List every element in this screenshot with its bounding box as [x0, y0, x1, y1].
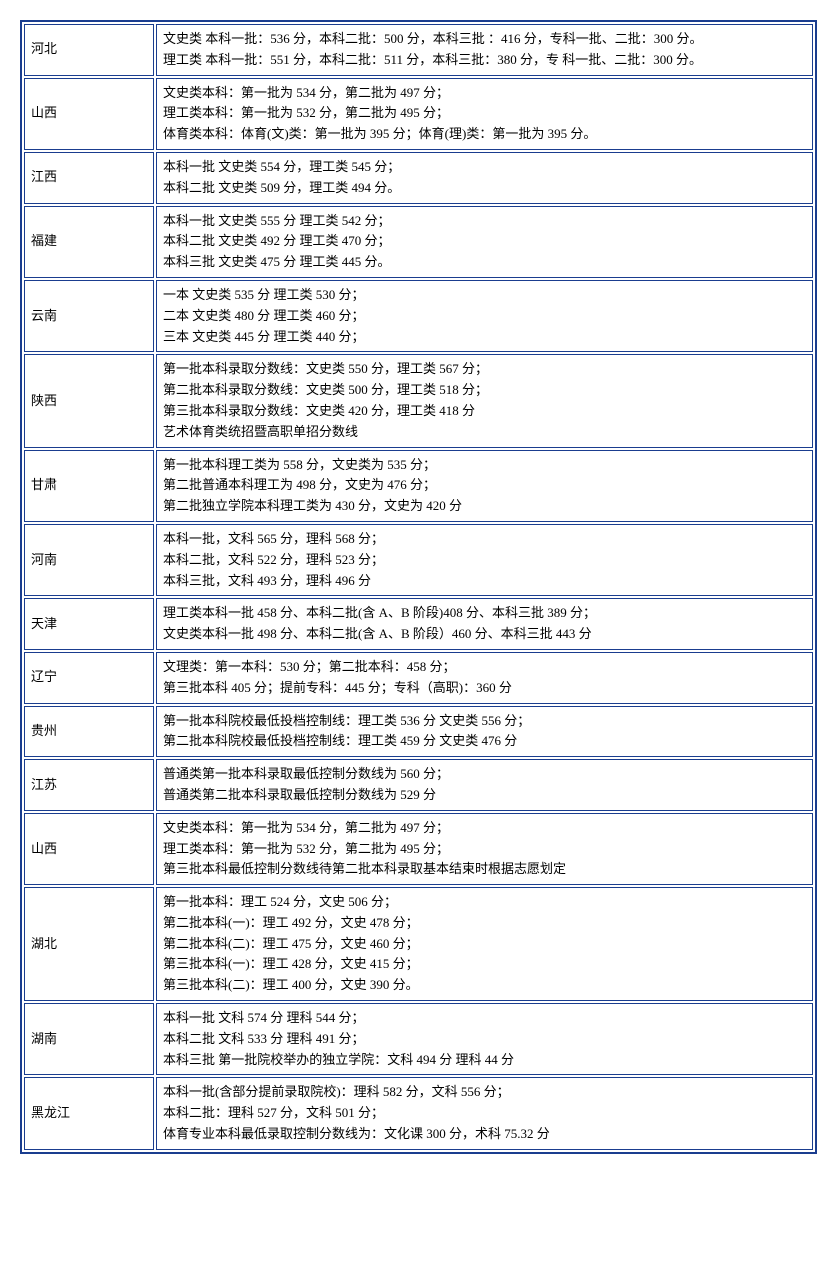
content-line: 本科三批 第一批院校举办的独立学院：文科 494 分 理科 44 分 — [163, 1050, 806, 1071]
content-line: 第一批本科理工类为 558 分，文史类为 535 分； — [163, 455, 806, 476]
province-cell: 甘肃 — [24, 450, 154, 522]
content-line: 文史类本科：第一批为 534 分，第二批为 497 分； — [163, 818, 806, 839]
content-line: 文理类：第一本科：530 分；第二批本科：458 分； — [163, 657, 806, 678]
content-line: 本科二批 文史类 509 分，理工类 494 分。 — [163, 178, 806, 199]
province-cell: 云南 — [24, 280, 154, 352]
province-cell: 天津 — [24, 598, 154, 650]
province-cell: 湖北 — [24, 887, 154, 1001]
content-line: 本科一批 文史类 554 分，理工类 545 分； — [163, 157, 806, 178]
table-row: 山西文史类本科：第一批为 534 分，第二批为 497 分；理工类本科：第一批为… — [24, 813, 813, 885]
content-line: 本科一批(含部分提前录取院校)：理科 582 分，文科 556 分； — [163, 1082, 806, 1103]
content-line: 理工类本科：第一批为 532 分，第二批为 495 分； — [163, 103, 806, 124]
content-cell: 一本 文史类 535 分 理工类 530 分；二本 文史类 480 分 理工类 … — [156, 280, 813, 352]
content-line: 理工类 本科一批：551 分，本科二批：511 分，本科三批：380 分，专 科… — [163, 50, 806, 71]
table-body: 河北文史类 本科一批：536 分，本科二批：500 分，本科三批 ：416 分，… — [24, 24, 813, 1150]
content-cell: 文史类 本科一批：536 分，本科二批：500 分，本科三批 ：416 分，专科… — [156, 24, 813, 76]
content-line: 第三批本科(一)：理工 428 分，文史 415 分； — [163, 954, 806, 975]
province-cell: 辽宁 — [24, 652, 154, 704]
content-cell: 本科一批 文科 574 分 理科 544 分；本科二批 文科 533 分 理科 … — [156, 1003, 813, 1075]
content-line: 第二批本科(一)：理工 492 分，文史 478 分； — [163, 913, 806, 934]
content-line: 本科一批 文史类 555 分 理工类 542 分； — [163, 211, 806, 232]
province-cell: 黑龙江 — [24, 1077, 154, 1149]
table-row: 山西文史类本科：第一批为 534 分，第二批为 497 分；理工类本科：第一批为… — [24, 78, 813, 150]
content-line: 第三批本科 405 分；提前专科：445 分；专科（高职)：360 分 — [163, 678, 806, 699]
content-cell: 本科一批 文史类 555 分 理工类 542 分；本科二批 文史类 492 分 … — [156, 206, 813, 278]
content-line: 体育类本科：体育(文)类：第一批为 395 分；体育(理)类：第一批为 395 … — [163, 124, 806, 145]
content-line: 文史类本科一批 498 分、本科二批(含 A、B 阶段）460 分、本科三批 4… — [163, 624, 806, 645]
table-row: 湖南本科一批 文科 574 分 理科 544 分；本科二批 文科 533 分 理… — [24, 1003, 813, 1075]
content-cell: 理工类本科一批 458 分、本科二批(含 A、B 阶段)408 分、本科三批 3… — [156, 598, 813, 650]
content-line: 本科二批 文科 533 分 理科 491 分； — [163, 1029, 806, 1050]
content-cell: 文史类本科：第一批为 534 分，第二批为 497 分；理工类本科：第一批为 5… — [156, 78, 813, 150]
content-cell: 第一批本科理工类为 558 分，文史类为 535 分；第二批普通本科理工为 49… — [156, 450, 813, 522]
content-line: 第一批本科院校最低投档控制线：理工类 536 分 文史类 556 分； — [163, 711, 806, 732]
content-cell: 文史类本科：第一批为 534 分，第二批为 497 分；理工类本科：第一批为 5… — [156, 813, 813, 885]
table-row: 河南本科一批，文科 565 分，理科 568 分；本科二批，文科 522 分，理… — [24, 524, 813, 596]
content-cell: 第一批本科：理工 524 分，文史 506 分；第二批本科(一)：理工 492 … — [156, 887, 813, 1001]
content-cell: 本科一批(含部分提前录取院校)：理科 582 分，文科 556 分；本科二批：理… — [156, 1077, 813, 1149]
table-row: 江西本科一批 文史类 554 分，理工类 545 分；本科二批 文史类 509 … — [24, 152, 813, 204]
content-line: 本科一批 文科 574 分 理科 544 分； — [163, 1008, 806, 1029]
content-line: 第二批独立学院本科理工类为 430 分，文史为 420 分 — [163, 496, 806, 517]
content-line: 第一批本科：理工 524 分，文史 506 分； — [163, 892, 806, 913]
content-line: 二本 文史类 480 分 理工类 460 分； — [163, 306, 806, 327]
province-cell: 贵州 — [24, 706, 154, 758]
province-cell: 河北 — [24, 24, 154, 76]
content-line: 第三批本科最低控制分数线待第二批本科录取基本结束时根据志愿划定 — [163, 859, 806, 880]
table-row: 福建本科一批 文史类 555 分 理工类 542 分；本科二批 文史类 492 … — [24, 206, 813, 278]
table-row: 天津理工类本科一批 458 分、本科二批(含 A、B 阶段)408 分、本科三批… — [24, 598, 813, 650]
content-line: 一本 文史类 535 分 理工类 530 分； — [163, 285, 806, 306]
content-line: 本科三批 文史类 475 分 理工类 445 分。 — [163, 252, 806, 273]
table-row: 江苏普通类第一批本科录取最低控制分数线为 560 分；普通类第二批本科录取最低控… — [24, 759, 813, 811]
content-line: 第二批本科院校最低投档控制线：理工类 459 分 文史类 476 分 — [163, 731, 806, 752]
province-cell: 江苏 — [24, 759, 154, 811]
content-cell: 第一批本科院校最低投档控制线：理工类 536 分 文史类 556 分；第二批本科… — [156, 706, 813, 758]
province-cell: 福建 — [24, 206, 154, 278]
table-row: 河北文史类 本科一批：536 分，本科二批：500 分，本科三批 ：416 分，… — [24, 24, 813, 76]
content-line: 本科三批，文科 493 分，理科 496 分 — [163, 571, 806, 592]
content-line: 第二批本科(二)：理工 475 分，文史 460 分； — [163, 934, 806, 955]
table-row: 陕西第一批本科录取分数线：文史类 550 分，理工类 567 分；第二批本科录取… — [24, 354, 813, 447]
table-row: 贵州第一批本科院校最低投档控制线：理工类 536 分 文史类 556 分；第二批… — [24, 706, 813, 758]
table-row: 辽宁文理类：第一本科：530 分；第二批本科：458 分；第三批本科 405 分… — [24, 652, 813, 704]
province-cell: 河南 — [24, 524, 154, 596]
content-line: 理工类本科一批 458 分、本科二批(含 A、B 阶段)408 分、本科三批 3… — [163, 603, 806, 624]
content-line: 普通类第二批本科录取最低控制分数线为 529 分 — [163, 785, 806, 806]
content-line: 本科一批，文科 565 分，理科 568 分； — [163, 529, 806, 550]
content-line: 第三批本科录取分数线：文史类 420 分，理工类 418 分 — [163, 401, 806, 422]
content-cell: 本科一批，文科 565 分，理科 568 分；本科二批，文科 522 分，理科 … — [156, 524, 813, 596]
province-cell: 陕西 — [24, 354, 154, 447]
content-line: 本科二批：理科 527 分，文科 501 分； — [163, 1103, 806, 1124]
content-line: 第一批本科录取分数线：文史类 550 分，理工类 567 分； — [163, 359, 806, 380]
table-row: 甘肃第一批本科理工类为 558 分，文史类为 535 分；第二批普通本科理工为 … — [24, 450, 813, 522]
table-row: 湖北第一批本科：理工 524 分，文史 506 分；第二批本科(一)：理工 49… — [24, 887, 813, 1001]
content-line: 第二批普通本科理工为 498 分，文史为 476 分； — [163, 475, 806, 496]
table-row: 黑龙江本科一批(含部分提前录取院校)：理科 582 分，文科 556 分；本科二… — [24, 1077, 813, 1149]
content-cell: 本科一批 文史类 554 分，理工类 545 分；本科二批 文史类 509 分，… — [156, 152, 813, 204]
content-cell: 普通类第一批本科录取最低控制分数线为 560 分；普通类第二批本科录取最低控制分… — [156, 759, 813, 811]
province-cell: 山西 — [24, 813, 154, 885]
content-line: 第三批本科(二)：理工 400 分，文史 390 分。 — [163, 975, 806, 996]
province-cell: 山西 — [24, 78, 154, 150]
content-cell: 文理类：第一本科：530 分；第二批本科：458 分；第三批本科 405 分；提… — [156, 652, 813, 704]
province-cell: 湖南 — [24, 1003, 154, 1075]
content-line: 本科二批 文史类 492 分 理工类 470 分； — [163, 231, 806, 252]
content-line: 理工类本科：第一批为 532 分，第二批为 495 分； — [163, 839, 806, 860]
content-line: 普通类第一批本科录取最低控制分数线为 560 分； — [163, 764, 806, 785]
table-row: 云南一本 文史类 535 分 理工类 530 分；二本 文史类 480 分 理工… — [24, 280, 813, 352]
content-line: 本科二批，文科 522 分，理科 523 分； — [163, 550, 806, 571]
content-line: 艺术体育类统招暨高职单招分数线 — [163, 422, 806, 443]
content-line: 三本 文史类 445 分 理工类 440 分； — [163, 327, 806, 348]
province-cell: 江西 — [24, 152, 154, 204]
score-table: 河北文史类 本科一批：536 分，本科二批：500 分，本科三批 ：416 分，… — [20, 20, 817, 1154]
content-line: 第二批本科录取分数线：文史类 500 分，理工类 518 分； — [163, 380, 806, 401]
content-cell: 第一批本科录取分数线：文史类 550 分，理工类 567 分；第二批本科录取分数… — [156, 354, 813, 447]
content-line: 体育专业本科最低录取控制分数线为：文化课 300 分，术科 75.32 分 — [163, 1124, 806, 1145]
content-line: 文史类 本科一批：536 分，本科二批：500 分，本科三批 ：416 分，专科… — [163, 29, 806, 50]
content-line: 文史类本科：第一批为 534 分，第二批为 497 分； — [163, 83, 806, 104]
